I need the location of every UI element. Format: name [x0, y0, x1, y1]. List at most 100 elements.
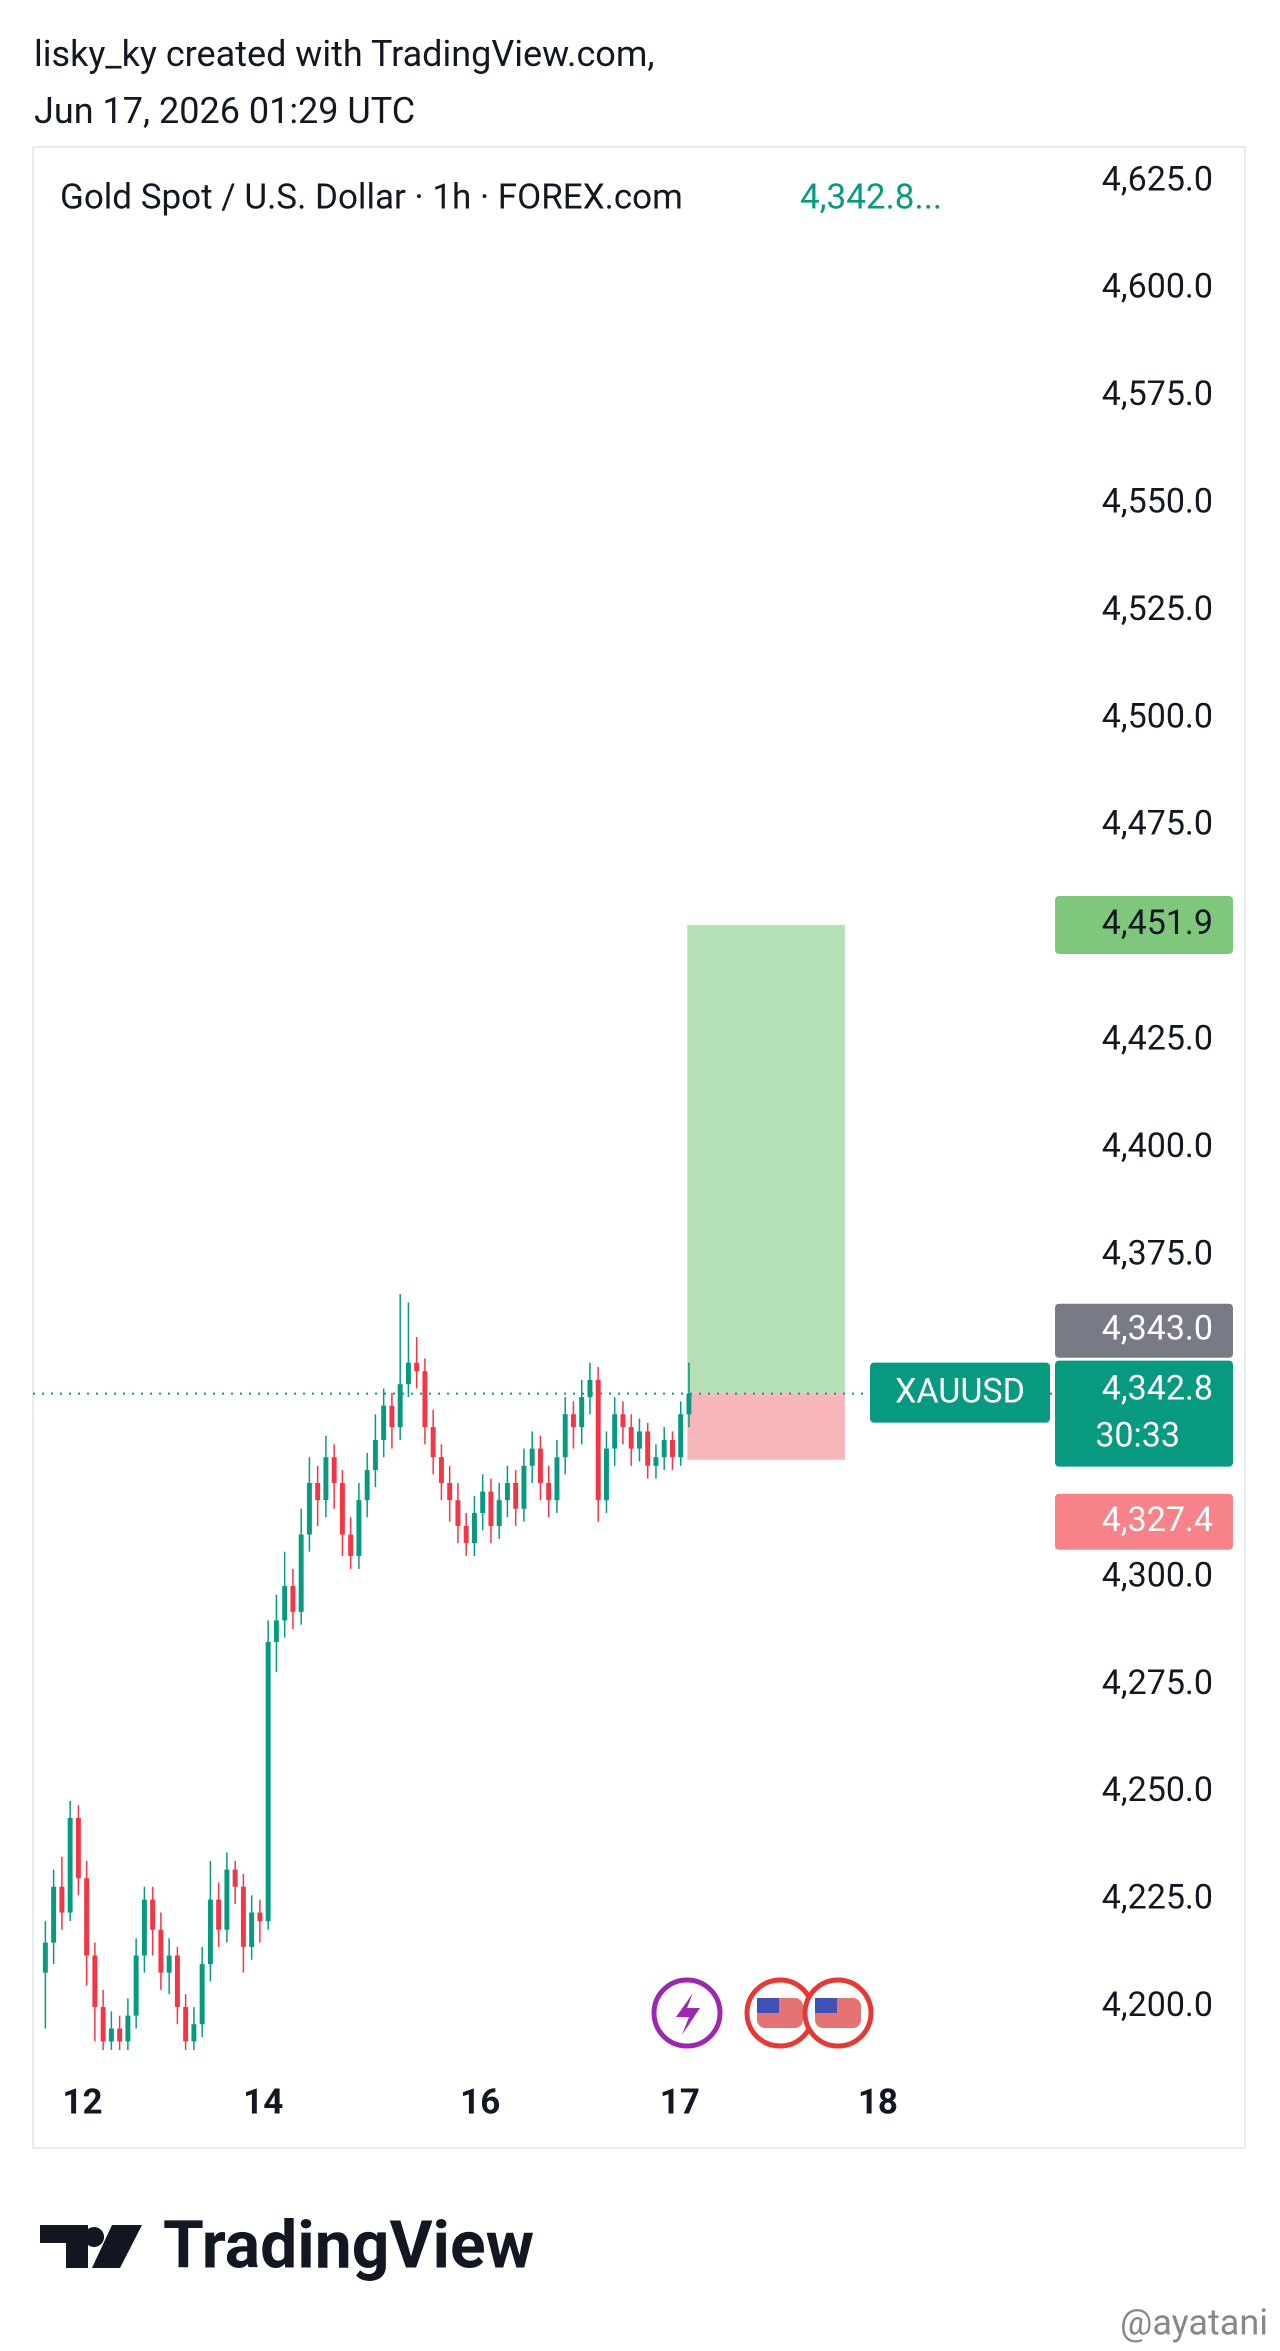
candle-body: [521, 1465, 527, 1509]
candle-body: [438, 1457, 444, 1483]
stop-loss-zone: [687, 1392, 845, 1460]
candle-body: [117, 2028, 123, 2042]
candle-body: [496, 1500, 502, 1526]
y-tick-label: 4,625.0: [1102, 159, 1213, 199]
candle-body: [430, 1427, 436, 1458]
x-tick-label: 14: [243, 2081, 283, 2122]
candle-body: [207, 1899, 213, 1965]
candle-body: [372, 1440, 378, 1471]
candle-body: [240, 1886, 246, 1947]
header-line: Jun 17, 2026 01:29 UTC: [34, 90, 416, 132]
candle-body: [282, 1586, 288, 1621]
candle-body: [480, 1491, 486, 1514]
y-tick-label: 4,550.0: [1102, 482, 1213, 522]
take-profit-tag: 4,451.9: [1102, 903, 1213, 943]
candle-body: [678, 1414, 684, 1458]
y-tick-label: 4,300.0: [1102, 1555, 1213, 1595]
candle-body: [331, 1457, 337, 1483]
candle-body: [166, 1955, 172, 1973]
candle-body: [529, 1448, 535, 1466]
candle-body: [84, 1878, 90, 1956]
candle-body: [306, 1482, 312, 1535]
candle-body: [669, 1440, 675, 1458]
x-tick-label: 16: [460, 2081, 500, 2122]
candle-body: [265, 1641, 271, 1922]
last-price-tag-bg: [1055, 1360, 1233, 1467]
candle-body: [67, 1818, 73, 1913]
entry-tag-bg: [1055, 1303, 1233, 1358]
y-tick-label: 4,275.0: [1102, 1663, 1213, 1703]
candle-body: [513, 1482, 519, 1509]
candle-body: [595, 1379, 601, 1501]
candle-body: [579, 1397, 585, 1428]
symbol-tag: XAUUSD: [895, 1372, 1025, 1412]
candle-body: [141, 1899, 147, 1956]
candle-body: [488, 1491, 494, 1526]
y-tick-label: 4,600.0: [1102, 267, 1213, 307]
logo: TradingView: [40, 2207, 534, 2284]
y-tick-label: 4,250.0: [1102, 1770, 1213, 1810]
candle-body: [42, 1942, 48, 1973]
y-tick-label: 4,500.0: [1102, 696, 1213, 736]
candle-body: [628, 1427, 634, 1449]
header-line: lisky_ky created with TradingView.com,: [34, 33, 655, 75]
x-tick-label: 12: [62, 2081, 102, 2122]
candle-body: [653, 1457, 659, 1466]
candle-body: [636, 1431, 642, 1449]
candle-body: [397, 1384, 403, 1428]
event-icon: [651, 1977, 723, 2049]
candle-body: [232, 1869, 238, 1887]
candle-body: [224, 1869, 230, 1930]
legend-price: 4,342.8...: [800, 176, 942, 217]
candle-body: [414, 1362, 420, 1372]
candle-body: [92, 1955, 98, 2008]
candle-body: [455, 1500, 461, 1526]
candle-body: [612, 1414, 618, 1449]
candle-body: [298, 1534, 304, 1612]
candle-body: [315, 1482, 321, 1501]
symbol-tag-bg: [870, 1362, 1050, 1423]
candle-body: [587, 1379, 593, 1398]
candle-body: [183, 2007, 189, 2042]
chart-title: Gold Spot / U.S. Dollar · 1h · FOREX.com: [60, 176, 683, 217]
candle-body: [537, 1448, 543, 1483]
y-tick-label: 4,475.0: [1102, 804, 1213, 844]
take-profit-tag-bg: [1055, 895, 1233, 954]
candle-body: [249, 1912, 255, 1947]
candle-body: [570, 1414, 576, 1428]
y-tick-label: 4,425.0: [1102, 1018, 1213, 1058]
candle-body: [554, 1457, 560, 1501]
stop-loss-tag-bg: [1055, 1493, 1233, 1550]
candle-body: [216, 1899, 222, 1930]
candle-body: [273, 1620, 279, 1642]
candle-body: [381, 1405, 387, 1441]
candle-body: [348, 1534, 354, 1556]
candle-body: [620, 1414, 626, 1428]
y-tick-label: 4,375.0: [1102, 1233, 1213, 1273]
candle-body: [323, 1457, 329, 1501]
candle-body: [75, 1818, 81, 1879]
x-tick-label: 18: [858, 2081, 898, 2122]
header: lisky_ky created with TradingView.com, J…: [34, 26, 655, 140]
candle-body: [447, 1482, 453, 1501]
chart-frame: [32, 146, 1246, 2149]
y-tick-label: 4,575.0: [1102, 374, 1213, 414]
main-layer: [42, 1293, 692, 2050]
candle-body: [471, 1513, 477, 1544]
candle-body: [645, 1431, 651, 1466]
candle-body: [51, 1886, 57, 1943]
candle-body: [562, 1414, 568, 1458]
countdown: 30:33: [1095, 1416, 1180, 1456]
candle-body: [125, 2015, 131, 2042]
candle-body: [59, 1886, 65, 1913]
candle-body: [339, 1482, 345, 1535]
candle-body: [546, 1482, 552, 1501]
x-tick-label: 17: [660, 2081, 700, 2122]
candle-body: [504, 1482, 510, 1501]
top-layer: Gold Spot / U.S. Dollar · 1h · FOREX.com…: [60, 159, 1233, 2122]
candle-body: [661, 1440, 667, 1458]
candle-body: [463, 1525, 469, 1544]
y-tick-label: 4,525.0: [1102, 589, 1213, 629]
